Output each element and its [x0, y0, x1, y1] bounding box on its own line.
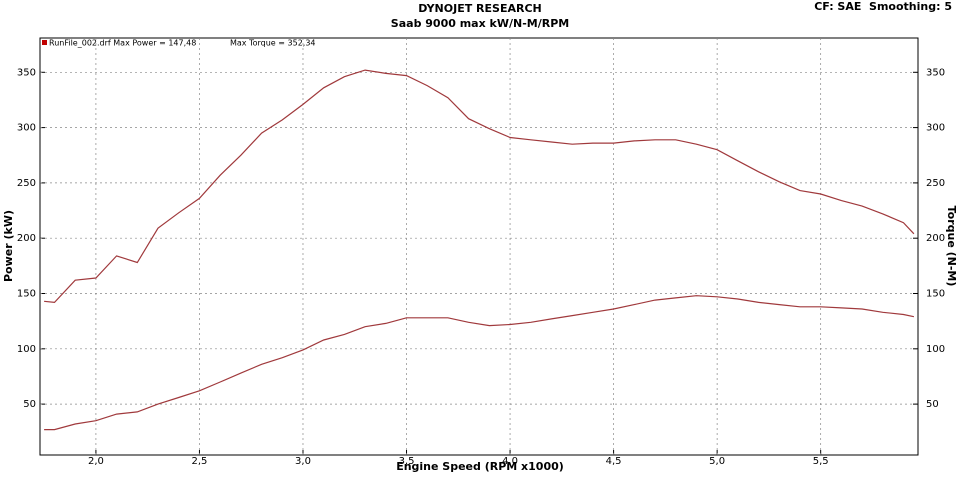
x-tick-label: 5,0	[709, 456, 725, 467]
x-tick-label: 2,0	[88, 456, 104, 467]
y-tick-label: 250	[17, 178, 36, 189]
y-tick-label: 300	[17, 123, 36, 134]
x-tick-label: 3,5	[399, 456, 415, 467]
y2-tick-label: 50	[926, 399, 939, 410]
x-tick-label: 4,5	[606, 456, 622, 467]
x-tick-label: 3,0	[295, 456, 311, 467]
chart-title: DYNOJET RESEARCH	[418, 2, 541, 15]
legend-text: Max Torque = 352,34	[230, 39, 316, 48]
series-line	[44, 69, 915, 304]
x-tick-label: 4,0	[502, 456, 518, 467]
y2-tick-label: 150	[926, 289, 945, 300]
y-tick-label: 200	[17, 233, 36, 244]
plot-frame	[39, 37, 919, 456]
y-tick-label: 50	[23, 399, 36, 410]
y2-tick-label: 200	[926, 233, 945, 244]
y2-tick-label: 250	[926, 178, 945, 189]
x-tick-label: 5,5	[813, 456, 829, 467]
y2-tick-label: 100	[926, 344, 945, 355]
legend-marker	[42, 40, 47, 45]
y-tick-label: 150	[17, 289, 36, 300]
corner-text: CF: SAE Smoothing: 5	[814, 0, 952, 13]
y-tick-label: 100	[17, 344, 36, 355]
y2-axis-label: Torque (N-M)	[945, 206, 958, 287]
x-axis-label: Engine Speed (RPM x1000)	[396, 460, 564, 473]
series-line	[44, 295, 915, 431]
y-tick-label: 350	[17, 67, 36, 78]
y2-tick-label: 300	[926, 123, 945, 134]
x-tick-label: 2,5	[191, 456, 207, 467]
y2-tick-label: 350	[926, 67, 945, 78]
chart-subtitle: Saab 9000 max kW/N-M/RPM	[391, 17, 569, 30]
y-axis-label: Power (kW)	[2, 210, 15, 282]
legend-text: RunFile_002.drf Max Power = 147,48	[49, 39, 196, 48]
